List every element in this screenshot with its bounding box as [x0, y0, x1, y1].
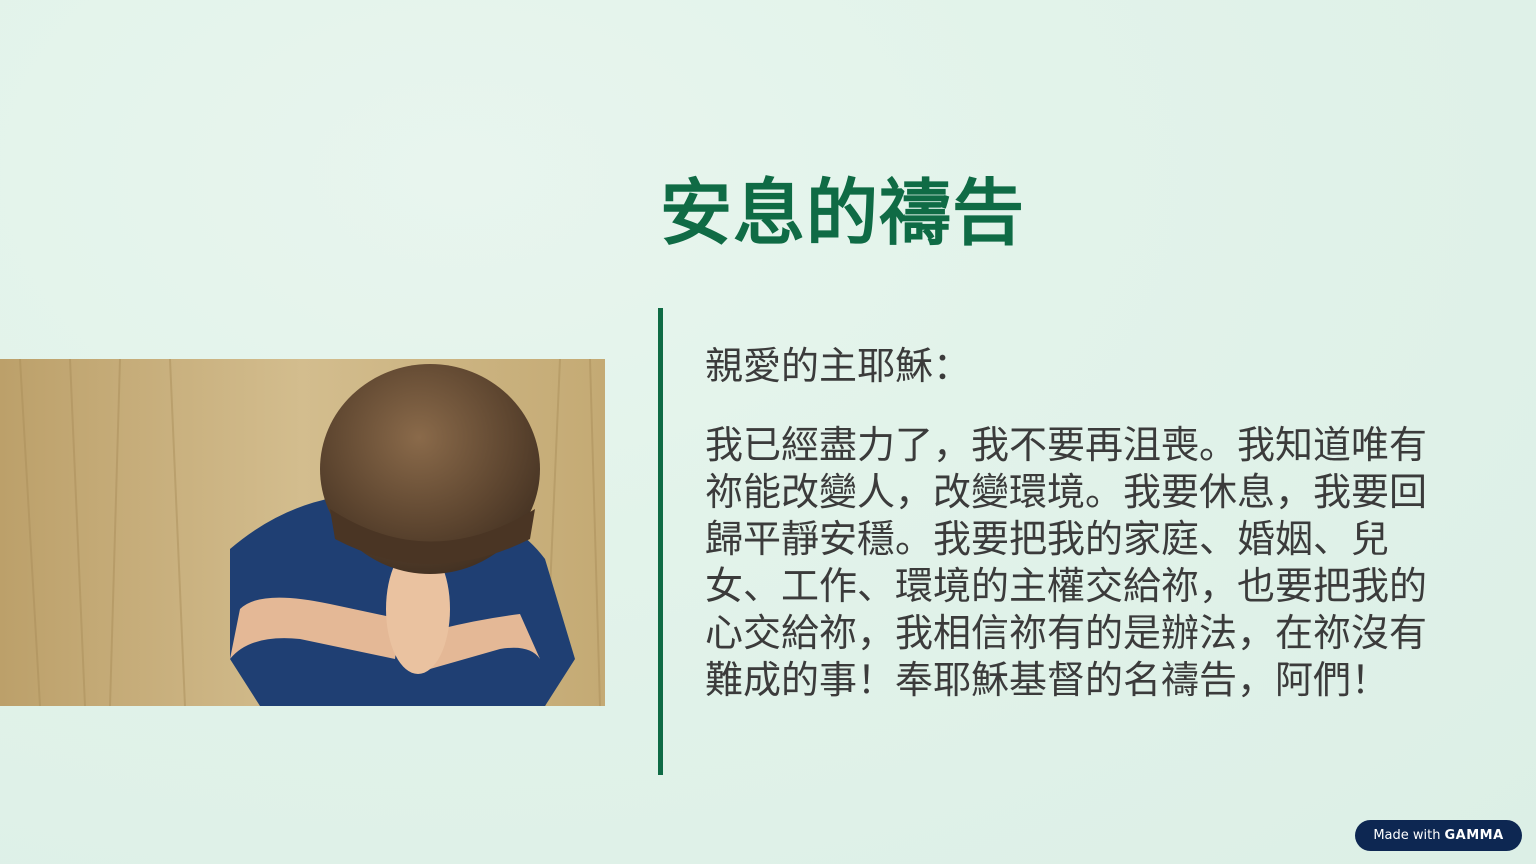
- gamma-logo-text: GAMMA: [1444, 828, 1504, 843]
- accent-divider: [658, 308, 663, 775]
- made-with-gamma-badge[interactable]: Made with GAMMA: [1355, 820, 1522, 851]
- slide-title: 安息的禱告: [660, 170, 1026, 255]
- badge-prefix: Made with: [1373, 828, 1441, 843]
- praying-child-photo: [0, 359, 605, 706]
- prayer-content: 親愛的主耶穌： 我已經盡力了，我不要再沮喪。我知道唯有祢能改變人，改變環境。我要…: [705, 340, 1435, 704]
- praying-child-illustration: [0, 359, 605, 706]
- salutation-text: 親愛的主耶穌：: [705, 344, 972, 388]
- prayer-text: 我已經盡力了，我不要再沮喪。我知道唯有祢能改變人，改變環境。我要休息，我要回歸平…: [705, 423, 1428, 702]
